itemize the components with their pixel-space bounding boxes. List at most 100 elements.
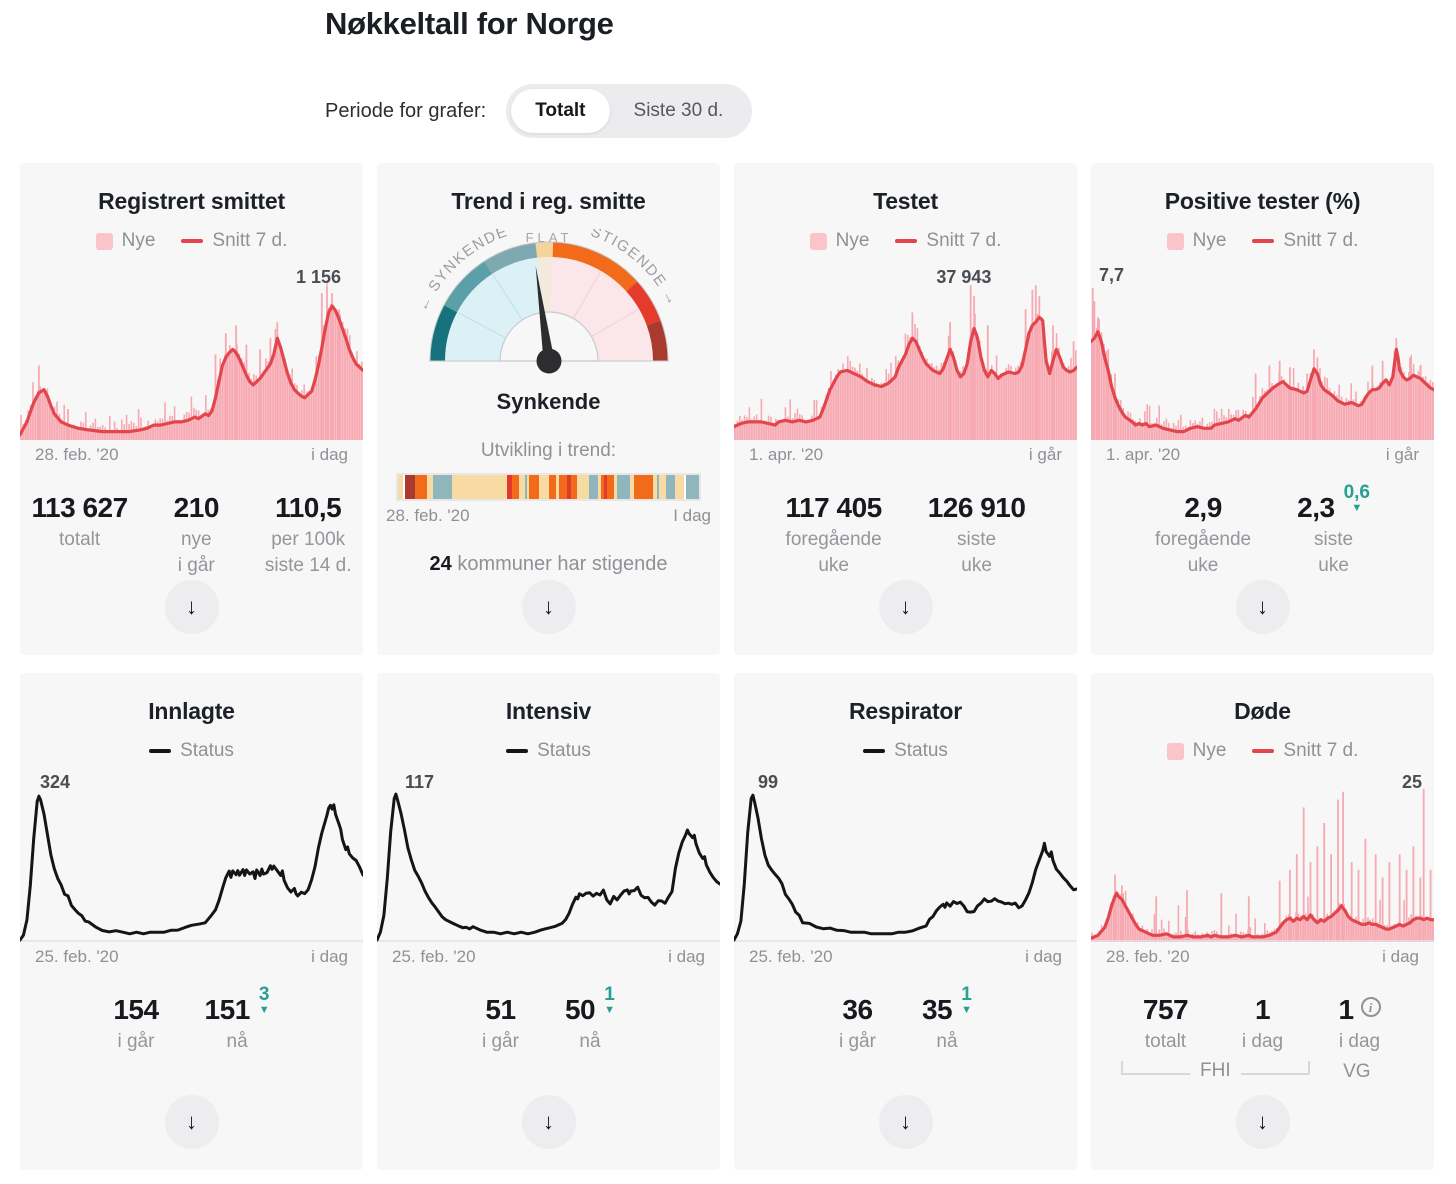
stat-per-100k: 110,5 per 100k siste 14 d. — [265, 492, 352, 578]
stats-row: 2,9 foregående uke 2,3 0,6 ▼ siste uke — [1154, 483, 1370, 578]
trend-strip-segment — [524, 475, 528, 499]
toggle-option-siste-30d[interactable]: Siste 30 d. — [610, 89, 748, 133]
expand-button[interactable]: ↓ — [1235, 1095, 1290, 1149]
expand-button[interactable]: ↓ — [521, 1095, 576, 1149]
stat-label: i går — [117, 1031, 155, 1052]
delta-value: 3 — [258, 984, 270, 1005]
trend-strip-title: Utvikling i trend: — [480, 440, 617, 461]
card-title: Positive tester (%) — [1164, 188, 1361, 214]
trend-strip-segment — [559, 475, 567, 499]
axis-end: I dag — [673, 506, 711, 525]
axis-end: i går — [1028, 445, 1062, 464]
source-vg: VG — [1310, 1062, 1404, 1082]
trend-strip-segment — [665, 475, 676, 499]
toggle-option-totalt[interactable]: Totalt — [511, 89, 610, 133]
axis-start: 25. feb. '20 — [35, 947, 119, 966]
stat-total: 113 627 totalt — [31, 492, 129, 553]
arrow-down-icon: ↓ — [186, 1109, 197, 1134]
stat-value: 113 627 — [31, 492, 129, 523]
trend-strip-segment — [597, 475, 601, 499]
page-title: Nøkkeltall for Norge — [325, 6, 614, 41]
expand-button[interactable]: ↓ — [878, 580, 933, 634]
trend-strip-segment — [653, 475, 657, 499]
stat-value: 117 405 — [785, 492, 883, 523]
trend-strip-segment — [683, 475, 686, 499]
chart-registrert-smittet: 1 156 — [20, 265, 363, 440]
chart-dode: 25 — [1091, 772, 1434, 942]
expand-button[interactable]: ↓ — [164, 1095, 219, 1149]
expand-button[interactable]: ↓ — [1235, 580, 1290, 634]
axis-start: 25. feb. '20 — [749, 947, 833, 966]
info-icon[interactable]: i — [1360, 997, 1381, 1017]
card-dode: Døde Nye Snitt 7 d. 25 28. feb. '20 i da… — [1091, 673, 1434, 1170]
legend-label: Snitt 7 d. — [926, 230, 1002, 251]
chart-positive-tester: 7,7 — [1091, 265, 1434, 440]
legend-label: Snitt 7 d. — [1283, 740, 1359, 761]
source-label-vg: VG — [1343, 1060, 1371, 1082]
stat-previous-week: 117 405 foregående uke — [785, 492, 883, 578]
stat-value: 35 — [921, 994, 953, 1025]
line-swatch-icon — [181, 239, 204, 243]
x-axis: 25. feb. '20 i dag — [734, 942, 1077, 967]
trend-strip-segment — [506, 475, 513, 499]
peak-value-label: 99 — [758, 772, 779, 792]
stats-row: 113 627 totalt 210 nye i går 110,5 per 1… — [32, 492, 352, 578]
municipalities-note: 24 kommuner har stigende — [430, 553, 668, 576]
trend-strip-segment — [617, 475, 630, 499]
expand-button[interactable]: ↓ — [164, 580, 219, 634]
stat-label: i dag — [1338, 1031, 1381, 1052]
axis-end: i dag — [668, 947, 705, 966]
stat-yesterday: 36 i går — [839, 994, 876, 1055]
stat-value: 757 — [1142, 994, 1189, 1025]
area-swatch-icon — [1166, 232, 1184, 250]
stat-label: foregående uke — [1154, 529, 1252, 576]
stat-delta: 1 ▼ — [604, 985, 615, 1016]
line-swatch-icon — [1252, 749, 1275, 753]
stat-label: totalt — [58, 529, 101, 550]
legend: Nye Snitt 7 d. — [1166, 230, 1358, 252]
legend: Nye Snitt 7 d. — [1166, 740, 1359, 762]
line-swatch-icon — [895, 239, 918, 243]
trend-strip-segment — [529, 475, 540, 499]
triangle-down-icon: ▼ — [258, 1004, 270, 1016]
stat-value: 110,5 — [275, 492, 342, 523]
peak-value-label: 1 156 — [295, 267, 341, 287]
stat-yesterday: 154 i går — [113, 994, 159, 1055]
arrow-down-icon: ↓ — [900, 594, 911, 619]
axis-end: i dag — [1382, 947, 1419, 966]
trend-strip-segment — [604, 475, 607, 499]
area-swatch-icon — [809, 232, 827, 250]
source-bracket-fhi: FHI — [1121, 1060, 1310, 1082]
legend: Status — [506, 740, 591, 762]
trend-strip-segment — [512, 475, 519, 499]
axis-start: 28. feb. '20 — [35, 445, 119, 464]
area-swatch-icon — [1166, 742, 1184, 760]
stat-new-yesterday: 210 nye i går — [173, 492, 220, 578]
trend-strip-segment — [402, 475, 405, 499]
stat-last-week: 126 910 siste uke — [928, 492, 1026, 578]
triangle-down-icon: ▼ — [604, 1004, 615, 1016]
stat-label: foregående uke — [785, 529, 882, 576]
stat-delta: 3 ▼ — [259, 985, 270, 1016]
legend-label: Snitt 7 d. — [212, 230, 288, 251]
stat-now: 151 3 ▼ nå — [205, 985, 270, 1055]
trend-strip-segment — [518, 475, 525, 499]
expand-button[interactable]: ↓ — [878, 1095, 933, 1149]
stat-value: 210 — [173, 492, 220, 523]
x-axis: 25. feb. '20 i dag — [20, 942, 363, 967]
line-swatch-icon — [863, 749, 886, 753]
axis-start: 1. apr. '20 — [1106, 445, 1181, 464]
card-title: Trend i reg. smitte — [451, 188, 646, 214]
arrow-down-icon: ↓ — [1257, 1109, 1268, 1134]
card-registrert-smittet: Registrert smittet Nye Snitt 7 d. 1 156 … — [20, 163, 363, 655]
stat-label: i går — [481, 1031, 519, 1052]
arrow-down-icon: ↓ — [900, 1109, 911, 1134]
trend-strip-segment — [548, 475, 557, 499]
arrow-down-icon: ↓ — [543, 1109, 554, 1134]
card-trend: Trend i reg. smitte FLAT ← SYNKENDE STIGEN… — [377, 163, 720, 655]
x-axis: 28. feb. '20 i dag — [1091, 942, 1434, 967]
chart-testet: 37 943 — [734, 265, 1077, 440]
stat-value: 50 — [564, 994, 596, 1025]
bracket-line — [1123, 1072, 1191, 1075]
expand-button[interactable]: ↓ — [521, 580, 576, 634]
